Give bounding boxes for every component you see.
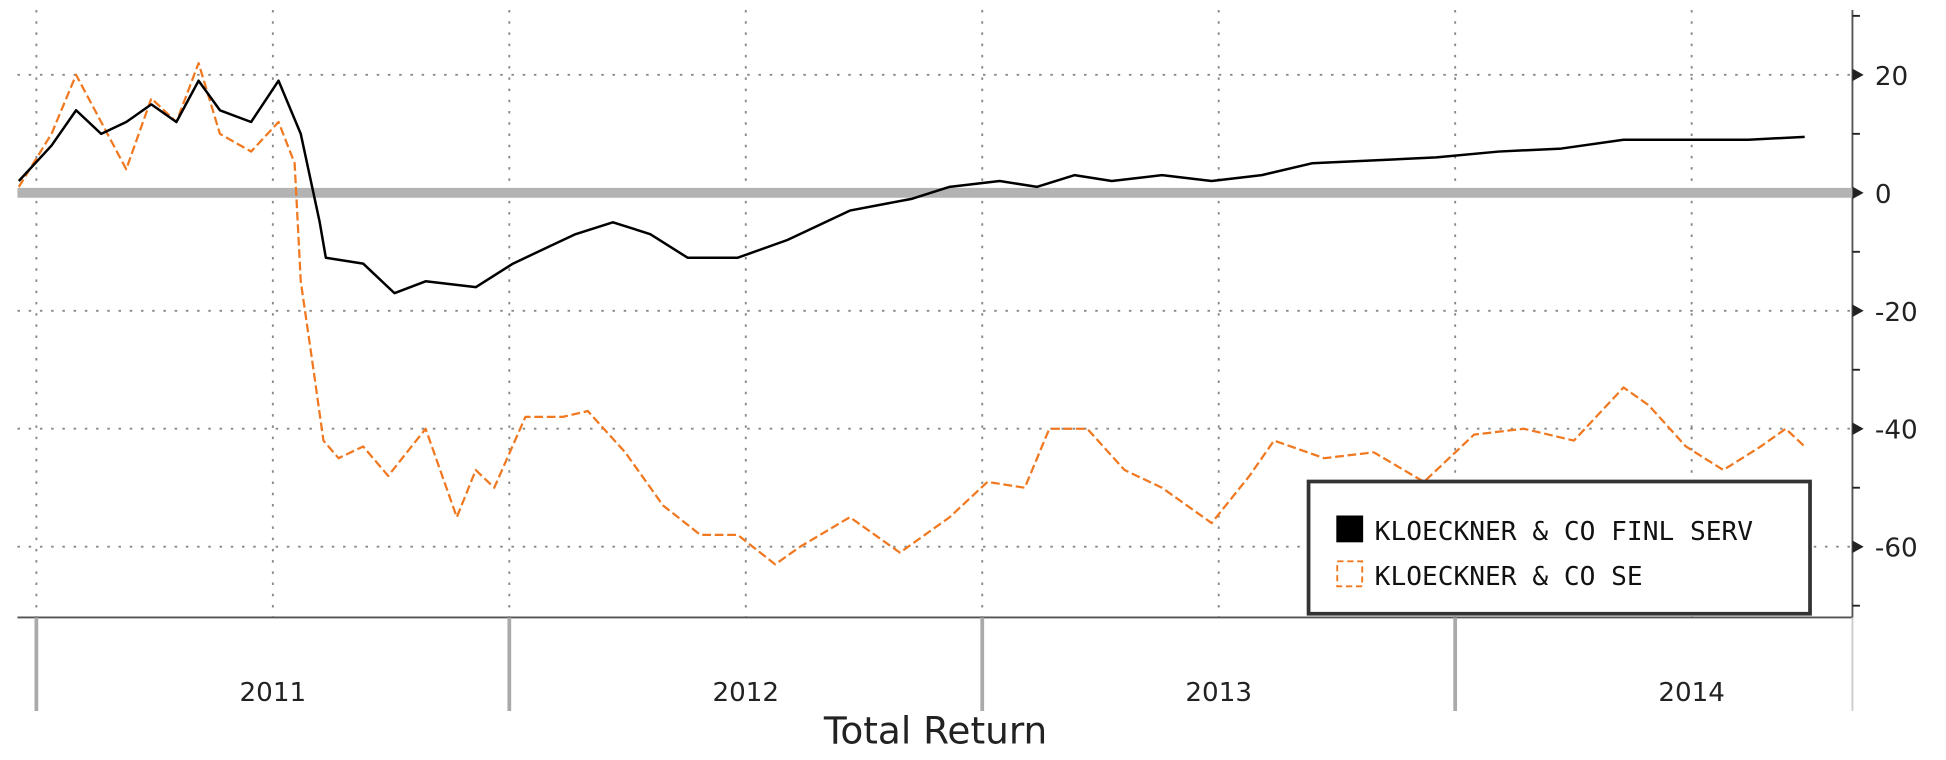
series-line (17, 79, 1805, 295)
legend-swatch (1336, 515, 1364, 543)
x-tick-label: 2012 (712, 678, 779, 708)
legend-box (1306, 479, 1812, 616)
series-line (17, 61, 1806, 566)
legend-label: KLOECKNER & CO FINL SERV (1375, 517, 1754, 547)
x-tick-label: 2014 (1658, 678, 1725, 708)
x-tick-label: 2011 (240, 678, 307, 708)
y-tick-label: 20 (1875, 62, 1908, 92)
y-tick-mark (1852, 422, 1864, 435)
legend-swatch (1336, 560, 1364, 588)
y-tick-label: -20 (1875, 298, 1918, 328)
y-tick-mark (1852, 540, 1864, 553)
y-tick-mark (1852, 68, 1864, 82)
y-tick-mark (1852, 304, 1864, 318)
legend: KLOECKNER & CO FINL SERV KLOECKNER & CO S… (1306, 479, 1812, 616)
y-tick-label: 0 (1875, 180, 1892, 210)
y-tick-label: -60 (1875, 534, 1918, 564)
x-axis-label: Total Return (823, 708, 1047, 752)
legend-label: KLOECKNER & CO SE (1375, 562, 1643, 592)
y-tick-mark (1852, 186, 1864, 200)
x-tick-label: 2013 (1185, 678, 1252, 708)
y-tick-label: -40 (1875, 416, 1918, 446)
